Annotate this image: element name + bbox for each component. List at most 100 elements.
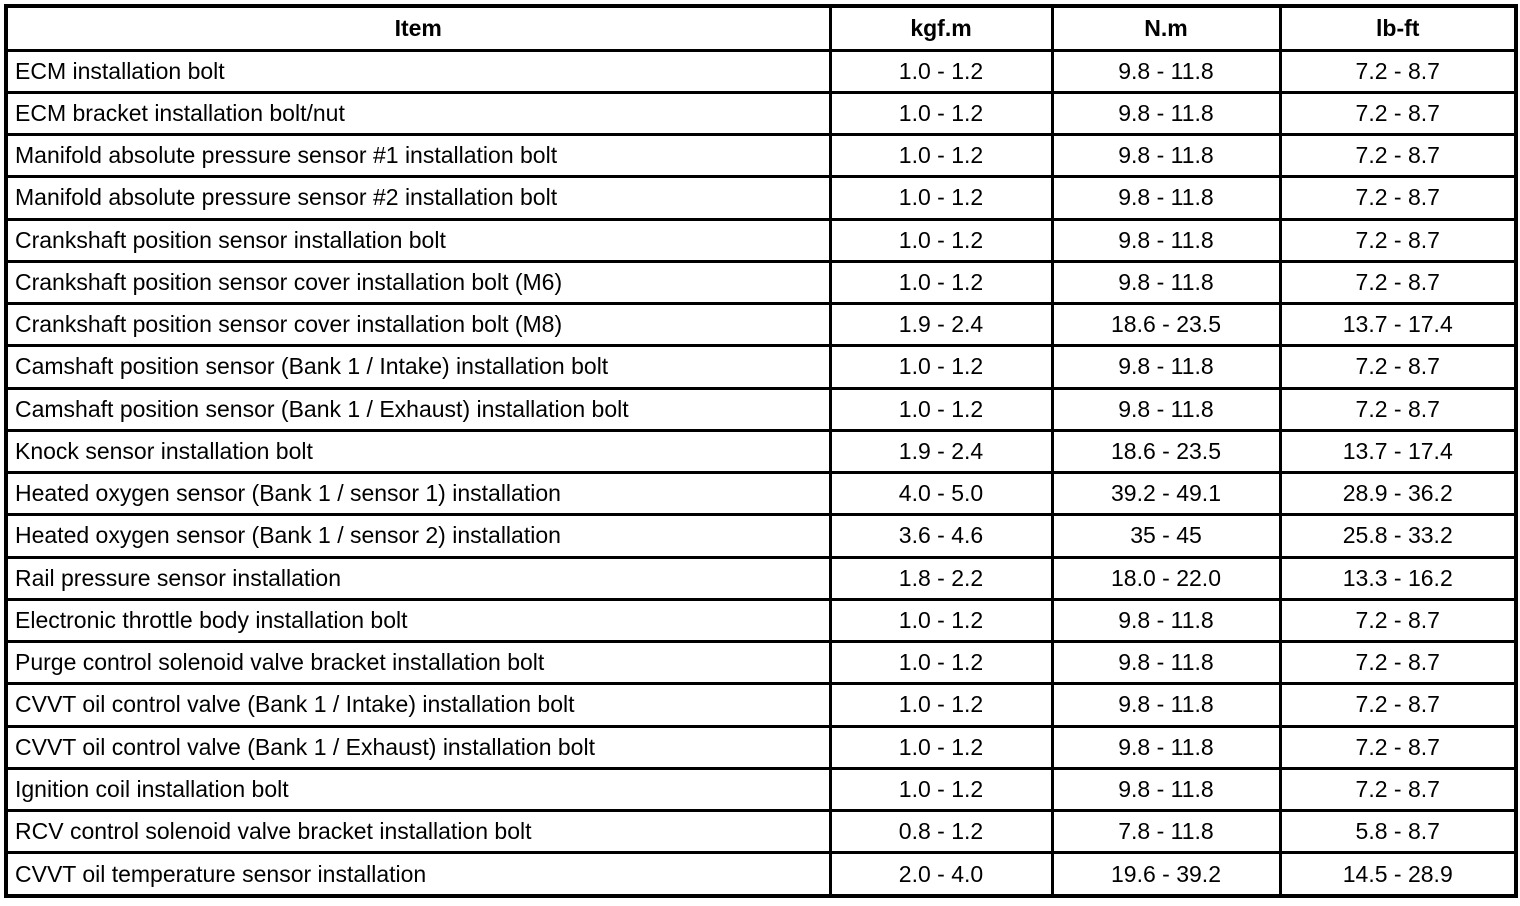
header-item: Item <box>4 4 832 52</box>
table-row: ECM installation bolt 1.0 - 1.2 9.8 - 11.8… <box>4 48 1518 94</box>
nm-cell: 7.8 - 11.8 <box>1050 808 1282 855</box>
table-row: CVVT oil control valve (Bank 1 / Intake)… <box>4 682 1518 728</box>
lbft-cell: 7.2 - 8.7 <box>1278 386 1518 432</box>
lbft-cell: 25.8 - 33.2 <box>1278 513 1518 559</box>
nm-cell: 9.8 - 11.8 <box>1050 175 1282 221</box>
table-body: ECM installation bolt 1.0 - 1.2 9.8 - 11.8… <box>4 48 1518 898</box>
kgfm-cell: 1.8 - 2.2 <box>828 555 1054 601</box>
header-kgfm: kgf.m <box>828 4 1054 52</box>
table-row: Electronic throttle body installation bo… <box>4 597 1518 644</box>
lbft-cell: 13.7 - 17.4 <box>1278 301 1518 348</box>
kgfm-cell: 1.0 - 1.2 <box>828 682 1054 728</box>
item-cell: Ignition coil installation bolt <box>4 766 832 813</box>
table-row: Purge control solenoid valve bracket ins… <box>4 639 1518 686</box>
torque-spec-table: Item kgf.m N.m lb-ft ECM installation bo… <box>4 4 1518 898</box>
kgfm-cell: 1.0 - 1.2 <box>828 766 1054 813</box>
item-cell: Manifold absolute pressure sensor #1 ins… <box>4 132 832 179</box>
item-cell: RCV control solenoid valve bracket insta… <box>4 808 832 855</box>
item-cell: ECM bracket installation bolt/nut <box>4 90 832 137</box>
table-row: Crankshaft position sensor cover install… <box>4 301 1518 348</box>
nm-cell: 9.8 - 11.8 <box>1050 344 1282 390</box>
item-cell: Crankshaft position sensor cover install… <box>4 301 832 348</box>
nm-cell: 9.8 - 11.8 <box>1050 682 1282 728</box>
kgfm-cell: 1.0 - 1.2 <box>828 132 1054 179</box>
nm-cell: 9.8 - 11.8 <box>1050 90 1282 137</box>
lbft-cell: 7.2 - 8.7 <box>1278 48 1518 94</box>
item-cell: Purge control solenoid valve bracket ins… <box>4 639 832 686</box>
header-lbft: lb-ft <box>1278 4 1518 52</box>
nm-cell: 18.0 - 22.0 <box>1050 555 1282 601</box>
lbft-cell: 13.3 - 16.2 <box>1278 555 1518 601</box>
lbft-cell: 7.2 - 8.7 <box>1278 597 1518 644</box>
kgfm-cell: 4.0 - 5.0 <box>828 470 1054 517</box>
kgfm-cell: 1.0 - 1.2 <box>828 386 1054 432</box>
nm-cell: 18.6 - 23.5 <box>1050 301 1282 348</box>
item-cell: Camshaft position sensor (Bank 1 / Exhau… <box>4 386 832 432</box>
nm-cell: 19.6 - 39.2 <box>1050 851 1282 898</box>
kgfm-cell: 3.6 - 4.6 <box>828 513 1054 559</box>
item-cell: CVVT oil control valve (Bank 1 / Intake)… <box>4 682 832 728</box>
nm-cell: 9.8 - 11.8 <box>1050 639 1282 686</box>
item-cell: Camshaft position sensor (Bank 1 / Intak… <box>4 344 832 390</box>
table-row: CVVT oil control valve (Bank 1 / Exhaust… <box>4 724 1518 770</box>
lbft-cell: 7.2 - 8.7 <box>1278 682 1518 728</box>
lbft-cell: 7.2 - 8.7 <box>1278 175 1518 221</box>
header-nm: N.m <box>1050 4 1282 52</box>
lbft-cell: 5.8 - 8.7 <box>1278 808 1518 855</box>
lbft-cell: 7.2 - 8.7 <box>1278 724 1518 770</box>
table-row: Heated oxygen sensor (Bank 1 / sensor 1)… <box>4 470 1518 517</box>
item-cell: Electronic throttle body installation bo… <box>4 597 832 644</box>
table-row: Manifold absolute pressure sensor #1 ins… <box>4 132 1518 179</box>
lbft-cell: 7.2 - 8.7 <box>1278 259 1518 306</box>
kgfm-cell: 1.0 - 1.2 <box>828 259 1054 306</box>
table-row: Camshaft position sensor (Bank 1 / Exhau… <box>4 386 1518 432</box>
table-row: Knock sensor installation bolt 1.9 - 2.4 1… <box>4 428 1518 475</box>
kgfm-cell: 1.0 - 1.2 <box>828 175 1054 221</box>
item-cell: ECM installation bolt <box>4 48 832 94</box>
kgfm-cell: 1.0 - 1.2 <box>828 217 1054 263</box>
item-cell: Heated oxygen sensor (Bank 1 / sensor 1)… <box>4 470 832 517</box>
kgfm-cell: 1.0 - 1.2 <box>828 724 1054 770</box>
item-cell: Heated oxygen sensor (Bank 1 / sensor 2)… <box>4 513 832 559</box>
lbft-cell: 28.9 - 36.2 <box>1278 470 1518 517</box>
lbft-cell: 7.2 - 8.7 <box>1278 344 1518 390</box>
nm-cell: 9.8 - 11.8 <box>1050 48 1282 94</box>
table-row: CVVT oil temperature sensor installation… <box>4 851 1518 898</box>
table-row: ECM bracket installation bolt/nut 1.0 - 1… <box>4 90 1518 137</box>
nm-cell: 9.8 - 11.8 <box>1050 766 1282 813</box>
nm-cell: 9.8 - 11.8 <box>1050 259 1282 306</box>
table-row: Crankshaft position sensor installation … <box>4 217 1518 263</box>
nm-cell: 18.6 - 23.5 <box>1050 428 1282 475</box>
kgfm-cell: 0.8 - 1.2 <box>828 808 1054 855</box>
nm-cell: 9.8 - 11.8 <box>1050 597 1282 644</box>
table-row: Rail pressure sensor installation 1.8 - 2… <box>4 555 1518 601</box>
nm-cell: 35 - 45 <box>1050 513 1282 559</box>
lbft-cell: 7.2 - 8.7 <box>1278 766 1518 813</box>
kgfm-cell: 1.0 - 1.2 <box>828 90 1054 137</box>
lbft-cell: 7.2 - 8.7 <box>1278 90 1518 137</box>
nm-cell: 9.8 - 11.8 <box>1050 132 1282 179</box>
kgfm-cell: 2.0 - 4.0 <box>828 851 1054 898</box>
table-row: Ignition coil installation bolt 1.0 - 1.2… <box>4 766 1518 813</box>
lbft-cell: 14.5 - 28.9 <box>1278 851 1518 898</box>
table-row: Camshaft position sensor (Bank 1 / Intak… <box>4 344 1518 390</box>
kgfm-cell: 1.0 - 1.2 <box>828 48 1054 94</box>
item-cell: Rail pressure sensor installation <box>4 555 832 601</box>
item-cell: CVVT oil temperature sensor installation <box>4 851 832 898</box>
header-row: Item kgf.m N.m lb-ft <box>4 4 1518 52</box>
table-row: Manifold absolute pressure sensor #2 ins… <box>4 175 1518 221</box>
item-cell: CVVT oil control valve (Bank 1 / Exhaust… <box>4 724 832 770</box>
lbft-cell: 7.2 - 8.7 <box>1278 639 1518 686</box>
kgfm-cell: 1.9 - 2.4 <box>828 428 1054 475</box>
nm-cell: 9.8 - 11.8 <box>1050 724 1282 770</box>
item-cell: Crankshaft position sensor installation … <box>4 217 832 263</box>
lbft-cell: 7.2 - 8.7 <box>1278 217 1518 263</box>
lbft-cell: 13.7 - 17.4 <box>1278 428 1518 475</box>
table-row: Heated oxygen sensor (Bank 1 / sensor 2)… <box>4 513 1518 559</box>
nm-cell: 9.8 - 11.8 <box>1050 386 1282 432</box>
lbft-cell: 7.2 - 8.7 <box>1278 132 1518 179</box>
kgfm-cell: 1.9 - 2.4 <box>828 301 1054 348</box>
table-row: Crankshaft position sensor cover install… <box>4 259 1518 306</box>
nm-cell: 9.8 - 11.8 <box>1050 217 1282 263</box>
kgfm-cell: 1.0 - 1.2 <box>828 639 1054 686</box>
